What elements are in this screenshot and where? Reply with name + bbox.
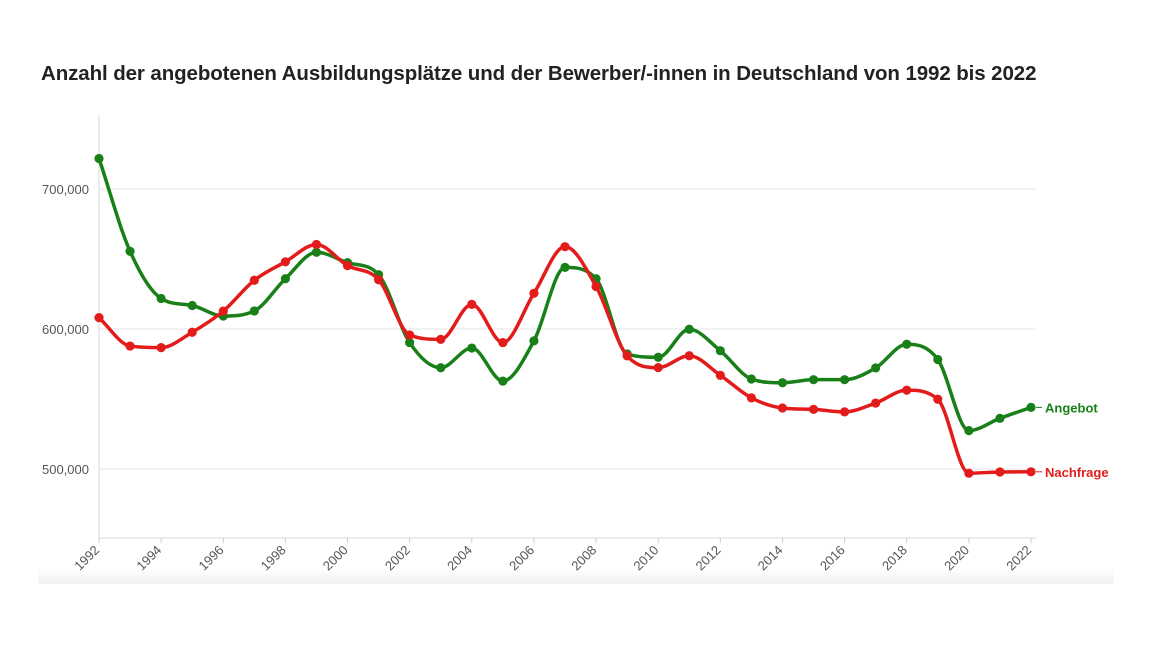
data-point-angebot bbox=[964, 426, 974, 436]
data-point-angebot bbox=[405, 337, 415, 348]
y-tick-label: 700,000 bbox=[42, 182, 89, 197]
data-point-nachfrage bbox=[187, 327, 197, 337]
data-point-angebot bbox=[871, 363, 881, 373]
data-point-nachfrage bbox=[1026, 467, 1036, 477]
axes bbox=[98, 115, 1036, 539]
series-label-nachfrage: Nachfrage bbox=[1045, 465, 1109, 480]
y-tick-label: 600,000 bbox=[42, 322, 89, 337]
data-point-angebot bbox=[808, 375, 819, 385]
data-point-nachfrage bbox=[405, 330, 415, 340]
data-point-angebot bbox=[249, 306, 259, 316]
data-point-nachfrage bbox=[653, 363, 663, 373]
data-point-angebot bbox=[311, 247, 322, 257]
data-point-nachfrage bbox=[218, 306, 228, 316]
data-point-angebot bbox=[529, 336, 539, 346]
data-point-nachfrage bbox=[902, 385, 912, 395]
data-point-angebot bbox=[684, 324, 694, 334]
data-point-nachfrage bbox=[684, 351, 694, 361]
data-point-angebot bbox=[777, 378, 788, 388]
data-point-angebot bbox=[840, 375, 850, 385]
data-point-nachfrage bbox=[498, 337, 508, 348]
data-point-nachfrage bbox=[125, 341, 135, 351]
data-point-angebot bbox=[498, 376, 508, 386]
chart-title: Anzahl der angebotenen Ausbildungsplätze… bbox=[41, 62, 1037, 85]
data-point-angebot bbox=[467, 343, 477, 353]
data-point-nachfrage bbox=[964, 468, 974, 478]
data-point-nachfrage bbox=[249, 275, 259, 285]
data-point-angebot bbox=[902, 339, 912, 349]
data-point-nachfrage bbox=[280, 257, 290, 267]
data-point-angebot bbox=[715, 346, 725, 356]
data-point-nachfrage bbox=[342, 260, 353, 271]
data-point-angebot bbox=[187, 300, 197, 311]
data-point-nachfrage bbox=[777, 403, 788, 413]
data-point-angebot bbox=[436, 363, 446, 373]
y-tick-label: 500,000 bbox=[42, 462, 89, 477]
data-point-nachfrage bbox=[529, 288, 539, 298]
series-label-angebot: Angebot bbox=[1045, 400, 1098, 415]
data-point-angebot bbox=[94, 153, 104, 164]
data-point-angebot bbox=[1026, 402, 1036, 412]
data-point-nachfrage bbox=[871, 398, 881, 408]
data-point-nachfrage bbox=[715, 370, 725, 380]
series-nachfrage bbox=[94, 239, 1036, 478]
data-point-angebot bbox=[653, 352, 663, 362]
grid-lines bbox=[99, 188, 1036, 470]
series-angebot bbox=[94, 153, 1036, 436]
series bbox=[94, 153, 1036, 478]
series-line-nachfrage bbox=[97, 242, 1033, 475]
data-point-nachfrage bbox=[156, 343, 166, 353]
data-point-angebot bbox=[933, 354, 943, 365]
data-point-nachfrage bbox=[311, 239, 322, 250]
series-labels: Angebot Nachfrage bbox=[1036, 400, 1109, 480]
data-point-angebot bbox=[560, 262, 570, 272]
data-point-nachfrage bbox=[746, 393, 757, 403]
data-point-nachfrage bbox=[808, 404, 819, 414]
data-point-nachfrage bbox=[933, 394, 943, 404]
bottom-shadow bbox=[38, 568, 1114, 584]
data-point-nachfrage bbox=[374, 275, 384, 285]
data-point-nachfrage bbox=[467, 299, 477, 309]
data-point-nachfrage bbox=[840, 407, 850, 417]
data-point-angebot bbox=[280, 274, 290, 284]
data-point-nachfrage bbox=[560, 242, 570, 252]
data-point-nachfrage bbox=[436, 334, 446, 344]
y-axis-ticks: 500,000 600,000 700,000 bbox=[42, 182, 89, 477]
data-point-angebot bbox=[125, 246, 135, 256]
data-point-nachfrage bbox=[995, 467, 1005, 477]
data-point-nachfrage bbox=[591, 281, 601, 292]
data-point-nachfrage bbox=[622, 351, 632, 361]
data-point-angebot bbox=[746, 374, 757, 384]
data-point-angebot bbox=[995, 413, 1005, 423]
data-point-angebot bbox=[156, 293, 166, 304]
data-point-nachfrage bbox=[94, 313, 104, 323]
